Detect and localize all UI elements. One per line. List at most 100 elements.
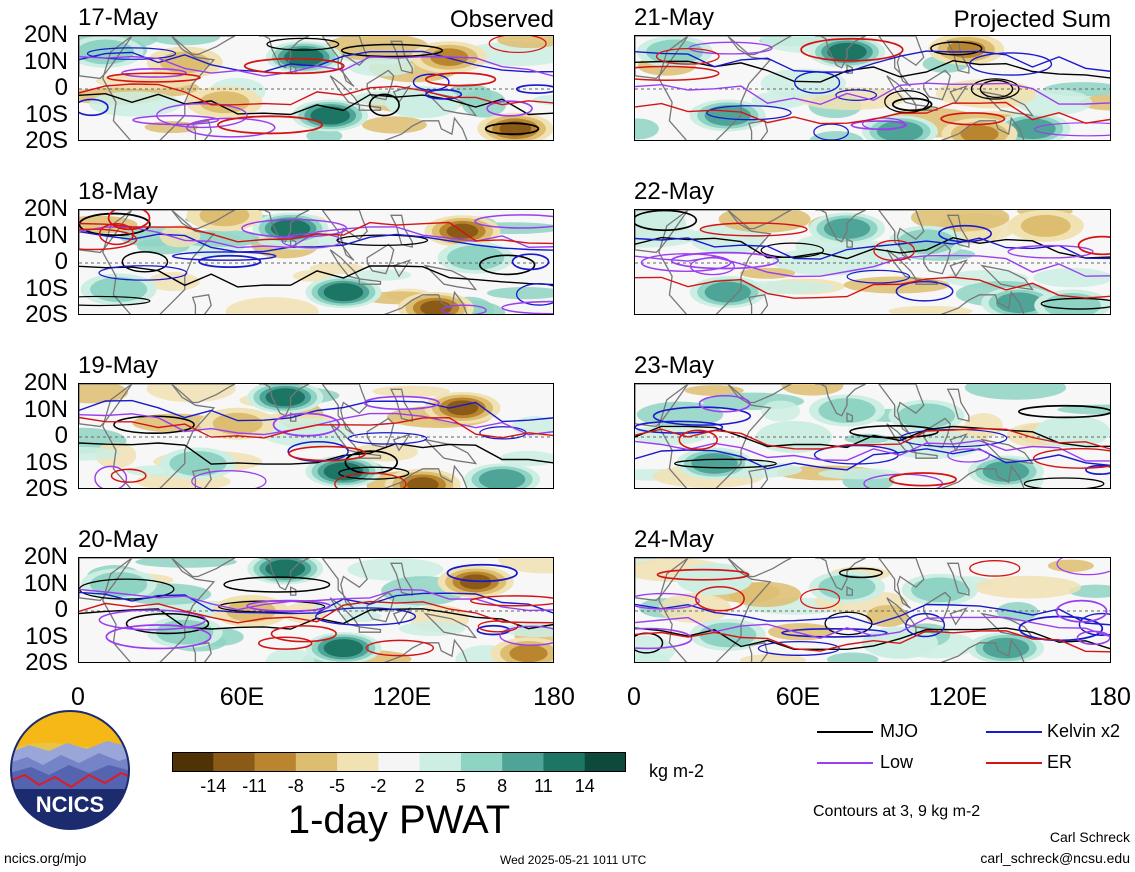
colorbar-tick-label: 2 <box>414 776 425 796</box>
pwat-anomaly <box>698 455 731 472</box>
lat-tick-label: 0 <box>54 596 68 623</box>
pwat-shade <box>1047 559 1094 572</box>
pwat-shade <box>79 446 121 461</box>
coastline <box>815 558 866 591</box>
panel-date-6: 22-May <box>634 178 715 205</box>
coastline <box>258 210 310 243</box>
wave-contour-kelvin-x2 <box>79 98 109 117</box>
wave-contour-er <box>694 585 745 612</box>
wave-contour-low <box>441 304 487 314</box>
coastline <box>940 638 1025 662</box>
wave-contour-er <box>288 445 367 462</box>
coastline <box>191 294 212 314</box>
wave-contour-er <box>79 228 138 251</box>
lat-tick-label: 10S <box>25 622 68 650</box>
legend-label-er: ER <box>1047 752 1073 772</box>
pwat-anomaly <box>960 125 999 140</box>
pwat-shade <box>946 80 1037 109</box>
coastline <box>383 638 468 662</box>
lat-tick-label: 20S <box>25 649 68 676</box>
pwat-shade <box>636 401 724 428</box>
coastline <box>258 558 310 591</box>
coastline <box>191 468 212 488</box>
pwat-shade <box>348 57 415 77</box>
wave-contour-mjo <box>484 122 540 136</box>
pwat-anomaly <box>99 280 138 299</box>
coastline <box>846 238 853 248</box>
wave-contour-mjo <box>79 295 151 307</box>
wave-contour-mjo <box>674 458 777 469</box>
wave-contour-low <box>98 609 207 631</box>
pwat-anomaly <box>509 644 548 662</box>
wave-contour-line <box>79 230 553 253</box>
coastline <box>358 626 382 633</box>
footer-url[interactable]: ncics.org/mjo <box>4 850 87 866</box>
wave-contour-mjo <box>979 79 1014 99</box>
wave-contour-kelvin-x2 <box>347 432 428 445</box>
pwat-shade <box>265 648 315 662</box>
coastline <box>846 412 853 422</box>
coastline <box>846 586 853 596</box>
footer-timestamp: Wed 2025-05-21 1011 UTC <box>500 853 647 867</box>
lon-tick-label: 0 <box>71 683 85 711</box>
footer-email[interactable]: carl_schreck@ncsu.edu <box>980 850 1130 866</box>
colorbar-tick-label: 11 <box>534 776 553 796</box>
coastline <box>923 243 952 275</box>
lat-tick-label: 20N <box>23 369 68 396</box>
wave-contour-line <box>635 427 1110 450</box>
pwat-shade <box>772 247 885 276</box>
pwat-anomaly <box>486 471 518 487</box>
wave-contour-low <box>1055 599 1108 623</box>
pwat-anomaly <box>499 121 532 137</box>
lon-tick-label: 120E <box>372 683 432 711</box>
map-panel-7-svg <box>635 384 1110 488</box>
coastline <box>658 36 772 140</box>
wave-contour-er <box>800 37 904 62</box>
wave-contour-er <box>107 210 151 231</box>
pwat-anomaly <box>329 641 358 655</box>
coastline <box>658 558 772 662</box>
coastline <box>940 464 1025 488</box>
coastline <box>389 388 413 422</box>
wave-contour-line <box>635 82 1110 106</box>
wave-contour-line <box>635 425 1110 449</box>
colorbar-segment <box>584 752 627 772</box>
lat-tick-label: 10N <box>23 221 68 249</box>
pwat-shade <box>499 450 553 467</box>
coastline <box>423 438 478 465</box>
pwat-shade <box>149 36 221 46</box>
wave-contour-er <box>470 595 553 607</box>
wave-contour-line <box>635 603 1110 626</box>
coastline <box>392 433 412 452</box>
coastline <box>366 69 395 101</box>
colorbar-tick-label: -2 <box>370 776 387 796</box>
coastline <box>358 278 382 285</box>
wave-contour-low <box>947 448 990 463</box>
pwat-shade <box>498 558 553 574</box>
coastline <box>366 417 395 449</box>
pwat-anomaly <box>406 477 439 488</box>
coastline <box>946 388 970 422</box>
coastline <box>877 36 925 87</box>
logo-text: NCICS <box>36 792 104 817</box>
legend-line-low <box>817 762 873 764</box>
pwat-shade <box>135 558 237 568</box>
coastline <box>258 36 310 69</box>
pwat-shade <box>372 385 451 397</box>
panel-date-8: 24-May <box>634 526 715 553</box>
wave-contour-low <box>156 102 248 129</box>
pwat-shade <box>888 305 973 314</box>
colorbar-segment <box>378 752 421 772</box>
wave-contour-kelvin-x2 <box>515 84 553 94</box>
lat-tick-label: 20S <box>25 127 68 154</box>
wave-contour-mjo <box>340 43 444 58</box>
wave-contour-er <box>800 588 841 610</box>
legend-label-kelvin: Kelvin x2 <box>1047 721 1121 741</box>
coastline <box>383 464 468 488</box>
colorbar-units: kg m-2 <box>649 761 705 781</box>
pwat-shade <box>684 385 744 396</box>
wave-contour-er <box>425 72 497 87</box>
wave-contour-kelvin-x2 <box>706 105 792 121</box>
wave-contour-line <box>79 83 553 106</box>
colorbar-segment <box>172 752 214 772</box>
